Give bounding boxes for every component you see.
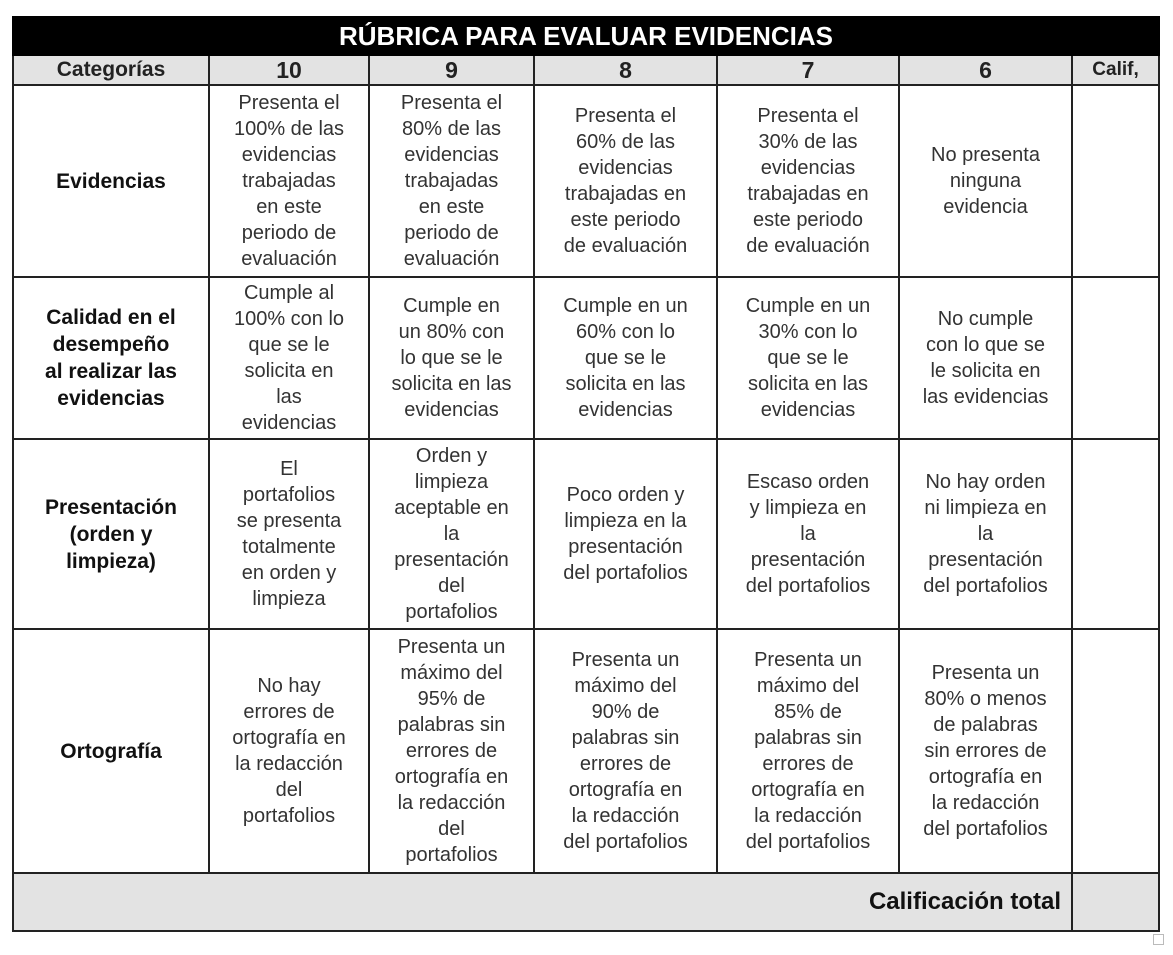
header-categories: Categorías <box>12 54 210 86</box>
header-score-7: 7 <box>716 54 900 86</box>
criterion-cell: Presenta un 80% o menos de palabras sin … <box>898 628 1073 874</box>
header-calif: Calif, <box>1070 54 1161 86</box>
total-label: Calificación total <box>12 872 1073 932</box>
calif-cell[interactable] <box>1070 84 1161 278</box>
table-resize-handle[interactable] <box>1153 934 1164 945</box>
criterion-cell: No cumple con lo que se le solicita en l… <box>898 276 1073 440</box>
criterion-cell: Cumple en un 30% con lo que se le solici… <box>716 276 900 440</box>
criterion-cell: Cumple en un 60% con lo que se le solici… <box>533 276 718 440</box>
table-title: RÚBRICA PARA EVALUAR EVIDENCIAS <box>11 16 1161 56</box>
header-score-6: 6 <box>898 54 1073 86</box>
criterion-cell: Presenta un máximo del 95% de palabras s… <box>368 628 535 874</box>
criterion-cell: Orden y limpieza aceptable en la present… <box>368 438 535 630</box>
calif-cell[interactable] <box>1070 276 1161 440</box>
header-score-9: 9 <box>368 54 535 86</box>
criterion-cell: Presenta el 80% de las evidencias trabaj… <box>368 84 535 278</box>
table-row: Calidad en el desempeño al realizar las … <box>12 276 1161 440</box>
calif-cell[interactable] <box>1070 438 1161 630</box>
table-row: Evidencias Presenta el 100% de las evide… <box>12 84 1161 278</box>
criterion-cell: Presenta un máximo del 90% de palabras s… <box>533 628 718 874</box>
criterion-cell: Poco orden y limpieza en la presentación… <box>533 438 718 630</box>
criterion-cell: Presenta el 100% de las evidencias traba… <box>208 84 370 278</box>
criterion-cell: Presenta el 60% de las evidencias trabaj… <box>533 84 718 278</box>
criterion-cell: No hay orden ni limpieza en la presentac… <box>898 438 1073 630</box>
row-category: Calidad en el desempeño al realizar las … <box>12 276 210 440</box>
criterion-cell: Presenta el 30% de las evidencias trabaj… <box>716 84 900 278</box>
row-category: Evidencias <box>12 84 210 278</box>
table-row: Presentación (orden y limpieza) El porta… <box>12 438 1161 630</box>
criterion-cell: No presenta ninguna evidencia <box>898 84 1073 278</box>
criterion-cell: Cumple al 100% con lo que se le solicita… <box>208 276 370 440</box>
header-row: Categorías 10 9 8 7 6 Calif, <box>12 54 1161 86</box>
total-row: Calificación total <box>12 872 1161 932</box>
criterion-cell: El portafolios se presenta totalmente en… <box>208 438 370 630</box>
row-category: Presentación (orden y limpieza) <box>12 438 210 630</box>
row-category: Ortografía <box>12 628 210 874</box>
rubric-table: RÚBRICA PARA EVALUAR EVIDENCIAS Categorí… <box>11 16 1161 932</box>
header-score-8: 8 <box>533 54 718 86</box>
criterion-cell: Escaso orden y limpieza en la presentaci… <box>716 438 900 630</box>
total-value-cell[interactable] <box>1070 872 1161 932</box>
criterion-cell: No hay errores de ortografía en la redac… <box>208 628 370 874</box>
header-score-10: 10 <box>208 54 370 86</box>
criterion-cell: Cumple en un 80% con lo que se le solici… <box>368 276 535 440</box>
table-row: Ortografía No hay errores de ortografía … <box>12 628 1161 874</box>
criterion-cell: Presenta un máximo del 85% de palabras s… <box>716 628 900 874</box>
calif-cell[interactable] <box>1070 628 1161 874</box>
